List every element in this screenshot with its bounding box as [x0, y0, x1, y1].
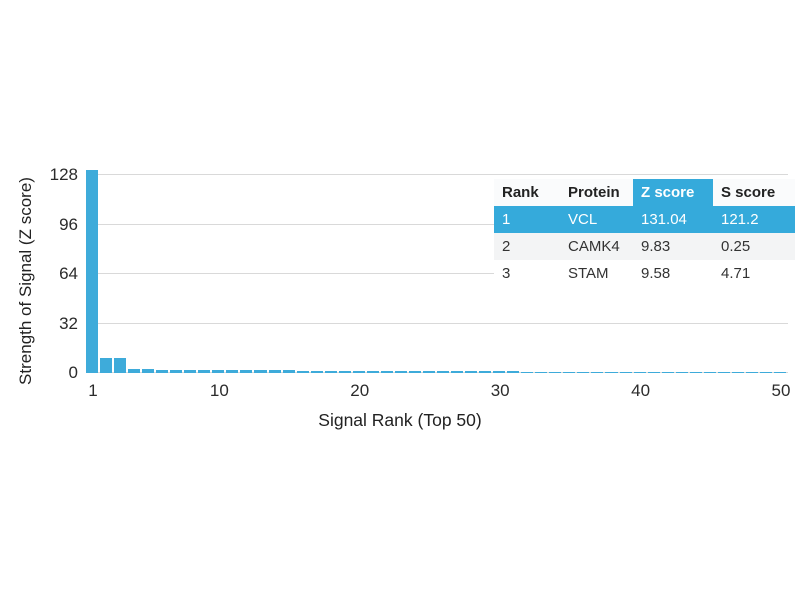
bar-rank-1: [86, 170, 99, 373]
table-cell-rank: 3: [494, 260, 560, 287]
bar-rank-50: [773, 372, 786, 373]
bar-rank-48: [745, 372, 758, 373]
x-tick-label-1: 1: [88, 381, 98, 400]
table-cell-rank: 1: [494, 206, 560, 233]
table-header-s-score: S score: [713, 179, 795, 206]
x-axis-title: Signal Rank (Top 50): [318, 410, 482, 430]
table-header-protein: Protein: [560, 179, 633, 206]
bar-rank-49: [759, 372, 772, 373]
bar-rank-17: [310, 370, 323, 373]
bar-rank-41: [647, 371, 660, 373]
bar-rank-21: [366, 370, 379, 373]
table-cell-protein: STAM: [560, 260, 633, 287]
bar-rank-45: [703, 372, 716, 373]
plot-area: [86, 160, 788, 373]
y-tick-label-128: 128: [49, 165, 78, 184]
gridline-y-128: [86, 174, 788, 175]
y-tick-label-96: 96: [59, 214, 78, 234]
bar-rank-33: [535, 371, 548, 373]
table-cell-s-score: 0.25: [713, 233, 795, 260]
table-cell-s-score: 121.2: [713, 206, 795, 233]
bar-rank-47: [731, 372, 744, 373]
bar-rank-32: [521, 371, 534, 373]
bar-rank-11: [226, 370, 239, 373]
bar-rank-2: [100, 357, 113, 373]
table-cell-s-score: 4.71: [713, 260, 795, 287]
bar-rank-44: [689, 372, 702, 373]
bar-rank-10: [212, 370, 225, 373]
bar-rank-12: [240, 370, 253, 373]
bar-rank-7: [170, 369, 183, 373]
bar-rank-26: [437, 371, 450, 373]
bar-rank-16: [296, 370, 309, 373]
bar-rank-15: [282, 370, 295, 373]
y-tick-label-0: 0: [68, 363, 78, 382]
x-tick-label-10: 10: [209, 381, 229, 400]
table-header-z-score: Z score: [633, 179, 713, 206]
bar-rank-19: [338, 370, 351, 373]
bar-rank-46: [717, 372, 730, 373]
bar-rank-39: [619, 371, 632, 373]
bar-rank-24: [408, 370, 421, 373]
gridline-y-64: [86, 273, 788, 274]
bar-rank-40: [633, 371, 646, 373]
x-tick-label-40: 40: [631, 381, 651, 400]
y-tick-label-64: 64: [59, 264, 78, 283]
y-tick-label-32: 32: [59, 313, 78, 333]
bar-rank-25: [422, 370, 435, 373]
protein-rank-table: Rank Protein Z score S score 1 VCL 131.0…: [494, 179, 795, 287]
bar-rank-37: [591, 371, 604, 373]
bar-rank-38: [605, 371, 618, 373]
table-cell-z-score: 9.83: [633, 233, 713, 260]
bar-rank-29: [479, 371, 492, 373]
bar-rank-34: [549, 371, 562, 373]
bar-rank-22: [380, 370, 393, 373]
table-header-rank: Rank: [494, 179, 560, 206]
table-cell-rank: 2: [494, 233, 560, 260]
bar-rank-31: [507, 371, 520, 373]
bar-rank-6: [156, 369, 169, 373]
bar-rank-28: [465, 371, 478, 373]
bar-rank-9: [198, 369, 211, 373]
bar-rank-30: [493, 371, 506, 373]
gridline-y-96: [86, 223, 788, 225]
bar-rank-13: [254, 370, 267, 373]
bar-rank-3: [114, 358, 127, 373]
x-tick-label-30: 30: [490, 381, 510, 400]
bar-rank-20: [352, 370, 365, 373]
table-cell-protein: VCL: [560, 206, 633, 233]
bar-rank-5: [142, 369, 155, 373]
table-cell-protein: CAMK4: [560, 233, 633, 260]
bar-rank-18: [324, 370, 337, 373]
bar-rank-14: [268, 370, 281, 373]
bar-rank-23: [394, 370, 407, 373]
x-tick-label-20: 20: [350, 381, 370, 400]
table-cell-z-score: 131.04: [633, 206, 713, 233]
bar-rank-43: [675, 372, 688, 373]
table-cell-z-score: 9.58: [633, 260, 713, 287]
bar-rank-8: [184, 369, 197, 373]
bar-rank-27: [451, 371, 464, 373]
x-tick-label-50: 50: [771, 381, 791, 400]
bar-rank-4: [128, 368, 141, 373]
bar-rank-35: [563, 371, 576, 373]
bar-rank-42: [661, 371, 674, 373]
bar-rank-36: [577, 371, 590, 373]
gridline-y-32: [86, 322, 788, 324]
